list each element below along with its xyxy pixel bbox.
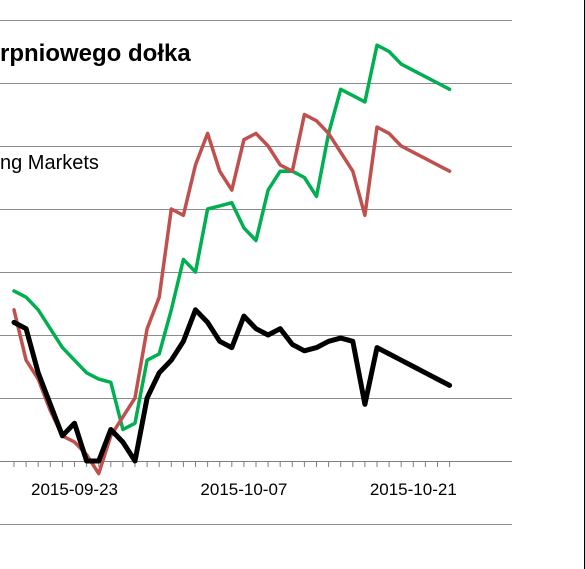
x-tick-label: 2015-09-23 bbox=[31, 480, 118, 499]
series-line-1 bbox=[12, 43, 452, 432]
x-tick-label: 2015-10-07 bbox=[200, 480, 287, 499]
series-line-3 bbox=[11, 307, 453, 464]
series-layer bbox=[11, 43, 453, 476]
x-tick-label: 2015-10-21 bbox=[370, 480, 457, 499]
legend-entry-label: ng Markets bbox=[0, 152, 99, 174]
gridlines bbox=[0, 20, 512, 525]
x-axis: 2015-09-23 2015-10-07 2015-10-21 bbox=[13, 461, 457, 499]
chart-title: rpniowego dołka bbox=[0, 40, 191, 67]
